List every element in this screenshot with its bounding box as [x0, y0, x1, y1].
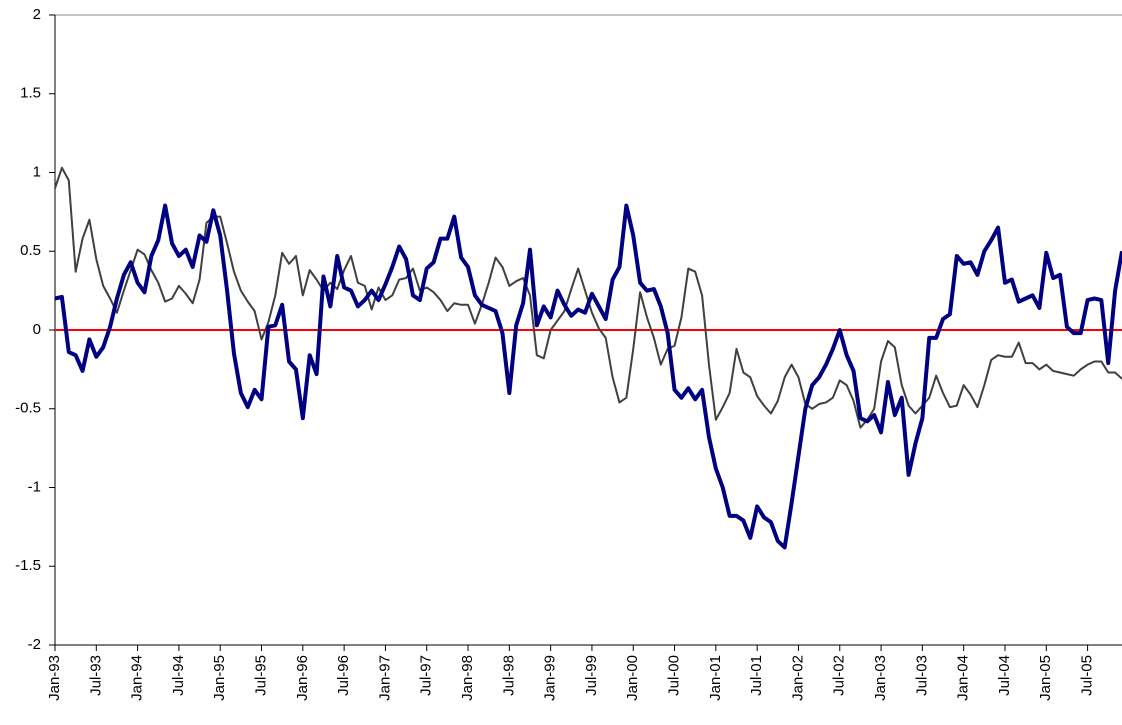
x-tick-label: Jul-96 — [335, 655, 352, 696]
x-tick-label: Jan-99 — [542, 655, 559, 701]
x-tick-label: Jul-05 — [1079, 655, 1096, 696]
x-tick-label: Jan-97 — [376, 655, 393, 701]
x-tick-label: Jan-03 — [872, 655, 889, 701]
x-tick-label: Jan-04 — [955, 655, 972, 701]
x-tick-label: Jul-03 — [913, 655, 930, 696]
y-tick-label: 1.5 — [20, 85, 41, 102]
x-tick-label: Jan-95 — [211, 655, 228, 701]
x-tick-label: Jan-01 — [707, 655, 724, 701]
y-tick-label: -1 — [28, 478, 41, 495]
series-line — [54, 203, 1122, 550]
x-tick-label: Jul-99 — [583, 655, 600, 696]
x-tick-label: Jan-02 — [789, 655, 806, 701]
x-tick-label: Jul-04 — [996, 655, 1013, 696]
x-tick-label: Jan-94 — [129, 655, 146, 701]
y-tick-label: 2 — [33, 6, 41, 23]
y-tick-label: 1 — [33, 163, 41, 180]
y-tick-label: 0.5 — [20, 242, 41, 259]
x-tick-label: Jan-00 — [624, 655, 641, 701]
y-tick-label: -1.5 — [15, 557, 41, 574]
x-tick-label: Jul-00 — [666, 655, 683, 696]
x-tick-label: Jul-95 — [252, 655, 269, 696]
x-tick-label: Jul-02 — [831, 655, 848, 696]
y-tick-label: -0.5 — [15, 400, 41, 417]
x-tick-label: Jul-94 — [170, 655, 187, 696]
x-tick-label: Jan-05 — [1037, 655, 1054, 701]
x-tick-label: Jul-01 — [748, 655, 765, 696]
x-tick-label: Jul-97 — [418, 655, 435, 696]
x-tick-label: Jan-96 — [294, 655, 311, 701]
x-tick-label: Jul-98 — [500, 655, 517, 696]
y-tick-label: 0 — [33, 321, 41, 338]
x-tick-label: Jul-93 — [87, 655, 104, 696]
x-tick-label: Jan-93 — [46, 655, 63, 701]
y-tick-label: -2 — [28, 636, 41, 653]
x-tick-label: Jan-98 — [459, 655, 476, 701]
